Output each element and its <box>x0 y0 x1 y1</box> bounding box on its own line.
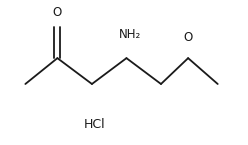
Text: O: O <box>184 31 193 44</box>
Text: O: O <box>53 6 62 19</box>
Text: NH₂: NH₂ <box>119 28 141 41</box>
Text: HCl: HCl <box>84 118 105 131</box>
